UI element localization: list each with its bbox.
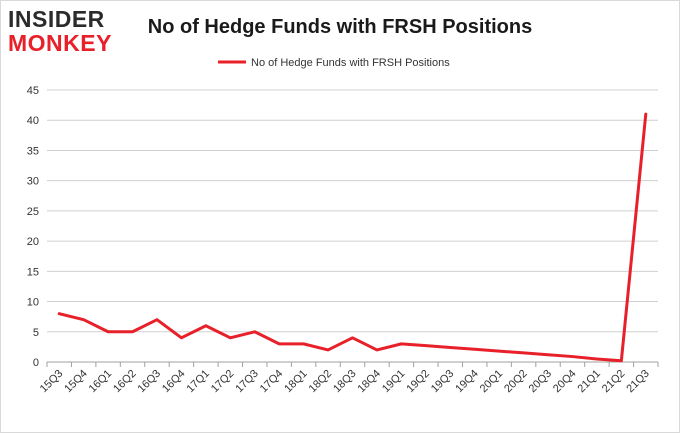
x-tick-label: 18Q4	[356, 368, 384, 396]
data-point	[547, 354, 549, 356]
data-point	[498, 350, 500, 352]
series-layer	[57, 112, 648, 363]
data-point	[254, 331, 256, 333]
chart-title: No of Hedge Funds with FRSH Positions	[147, 16, 533, 38]
data-point	[474, 348, 476, 350]
legend-label: No of Hedge Funds with FRSH Positions	[251, 57, 450, 69]
x-tick-label: 20Q2	[502, 368, 530, 396]
data-point	[425, 345, 427, 347]
data-point	[303, 343, 305, 345]
x-tick-label: 16Q3	[136, 368, 164, 396]
data-point	[278, 343, 280, 345]
x-tick-label: 19Q3	[429, 368, 457, 396]
x-tick-label: 17Q1	[184, 368, 212, 396]
y-tick-label: 10	[27, 297, 39, 309]
data-point	[400, 343, 402, 345]
x-tick-label: 20Q4	[551, 368, 579, 396]
data-point	[327, 349, 329, 351]
y-tick-label: 30	[27, 176, 39, 188]
data-point	[352, 337, 353, 339]
insider-monkey-logo: INSIDER MONKEY	[8, 8, 130, 56]
x-tick-label: 20Q3	[527, 368, 555, 396]
x-tick-label: 19Q2	[404, 368, 432, 396]
y-tick-label: 35	[27, 145, 39, 157]
data-point	[596, 358, 598, 360]
logo-text-insider: INSIDER	[8, 6, 105, 32]
data-point	[645, 113, 647, 115]
x-tick-label: 16Q4	[160, 368, 188, 396]
legend: No of Hedge Funds with FRSH Positions	[218, 57, 450, 69]
axes	[46, 361, 659, 367]
x-tick-label: 17Q2	[209, 368, 237, 396]
x-tick-label: 15Q4	[62, 368, 90, 396]
y-tick-label: 15	[27, 266, 39, 278]
data-point	[449, 346, 451, 348]
x-tick-label: 17Q3	[233, 368, 261, 396]
logo-text-monkey: MONKEY	[8, 30, 112, 56]
data-point	[620, 360, 622, 362]
x-tick-label: 21Q2	[600, 368, 628, 396]
y-tick-labels: 0 5 10 15 20 25 30 35 40 45	[27, 85, 39, 369]
data-point	[132, 331, 134, 333]
x-tick-label: 21Q3	[624, 368, 652, 396]
x-tick-label: 19Q1	[380, 368, 408, 396]
data-point	[205, 325, 207, 327]
y-tick-label: 25	[27, 206, 39, 218]
x-tick-label: 15Q3	[38, 368, 66, 396]
x-tick-label: 21Q1	[575, 368, 603, 396]
x-tick-label: 18Q3	[331, 368, 359, 396]
y-tick-label: 20	[27, 236, 39, 248]
series-line	[57, 112, 648, 363]
data-point	[376, 349, 378, 351]
y-tick-label: 40	[27, 115, 39, 127]
y-tick-label: 5	[33, 327, 39, 339]
x-tick-labels: 15Q315Q416Q116Q216Q316Q417Q117Q217Q317Q4…	[38, 368, 652, 396]
data-point	[180, 337, 182, 339]
data-point	[156, 319, 158, 321]
x-tick-label: 16Q1	[87, 368, 115, 396]
gridlines	[47, 89, 658, 333]
x-tick-label: 18Q1	[282, 368, 310, 396]
y-tick-label: 0	[33, 357, 39, 369]
y-tick-label: 45	[27, 85, 39, 97]
x-tick-label: 20Q1	[478, 368, 506, 396]
data-point	[58, 313, 60, 315]
data-point	[571, 356, 573, 358]
x-tick-label: 19Q4	[453, 368, 481, 396]
x-tick-label: 18Q2	[307, 368, 335, 396]
x-tick-label: 17Q4	[258, 368, 286, 396]
data-point	[523, 352, 525, 354]
x-tick-label: 16Q2	[111, 368, 139, 396]
data-point	[229, 337, 231, 339]
data-point	[107, 331, 109, 333]
data-point	[83, 319, 85, 321]
